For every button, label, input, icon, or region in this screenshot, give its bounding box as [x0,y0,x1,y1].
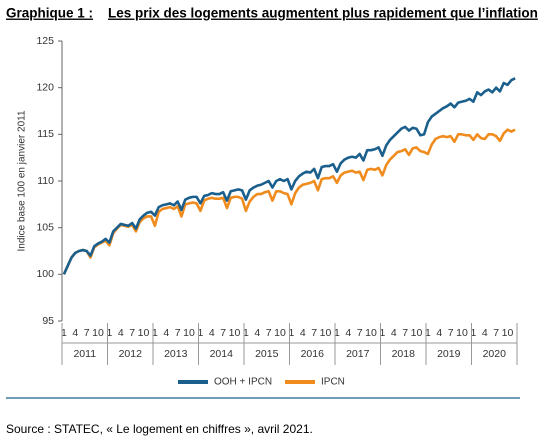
x-tick-label: 10 [274,327,286,339]
year-label: 2017 [346,348,370,360]
chart-title: Les prix des logements augmentent plus r… [108,6,538,21]
x-tick-label: 1 [152,327,158,339]
year-label: 2013 [164,348,188,360]
year-label: 2019 [437,348,461,360]
year-label: 2018 [392,348,416,360]
y-tick-label: 115 [37,128,54,140]
year-label: 2020 [483,348,507,360]
title-prefix: Graphique 1 : [6,6,93,21]
y-tick-label: 110 [37,175,54,187]
y-tick-label: 120 [36,81,54,93]
x-tick-label: 1 [243,327,249,339]
year-label: 2016 [301,348,325,360]
x-tick-label: 4 [209,327,215,339]
x-tick-label: 10 [411,327,423,339]
x-tick-label: 4 [436,327,442,339]
source: Source : STATEC, « Le logement en chiffr… [6,422,313,436]
x-tick-label: 1 [197,327,203,339]
x-tick-label: 1 [379,327,385,339]
x-tick-label: 1 [61,327,67,339]
year-label: 2014 [210,348,234,360]
x-tick-label: 4 [300,327,306,339]
y-tick-label: 105 [36,221,54,233]
x-tick-label: 7 [175,327,181,339]
x-tick-label: 7 [266,327,272,339]
y-axis-label: Indice base 100 en janvier 2011 [17,110,28,251]
y-tick-label: 100 [36,268,54,280]
x-tick-label: 7 [402,327,408,339]
x-tick-label: 10 [365,327,377,339]
x-tick-label: 7 [311,327,317,339]
year-label: 2012 [119,348,143,360]
y-tick-label: 95 [42,315,54,327]
x-tick-label: 7 [129,327,135,339]
x-tick-label: 1 [334,327,340,339]
y-tick-label: 125 [36,35,54,47]
x-tick-label: 10 [138,327,150,339]
x-tick-label: 7 [448,327,454,339]
x-tick-label: 1 [470,327,476,339]
x-tick-label: 10 [320,327,332,339]
x-tick-label: 10 [92,327,104,339]
year-label: 2015 [255,348,279,360]
year-label: 2011 [73,348,96,360]
x-tick-label: 10 [502,327,514,339]
x-tick-label: 4 [345,327,351,339]
x-tick-label: 10 [183,327,195,339]
series-line [62,128,516,275]
legend-label: OOH + IPCN [214,377,272,388]
x-tick-label: 4 [391,327,397,339]
x-tick-label: 4 [163,327,169,339]
x-tick-label: 10 [456,327,468,339]
x-tick-label: 1 [106,327,112,339]
series-line [62,77,516,275]
x-tick-label: 4 [72,327,78,339]
x-tick-label: 4 [118,327,124,339]
x-tick-label: 4 [254,327,260,339]
x-tick-label: 4 [482,327,488,339]
x-tick-label: 7 [84,327,90,339]
x-tick-label: 7 [220,327,226,339]
x-tick-label: 10 [229,327,241,339]
x-tick-label: 1 [288,327,294,339]
legend-label: IPCN [321,377,345,388]
x-tick-label: 7 [357,327,363,339]
x-tick-label: 7 [493,327,499,339]
x-tick-label: 1 [425,327,431,339]
